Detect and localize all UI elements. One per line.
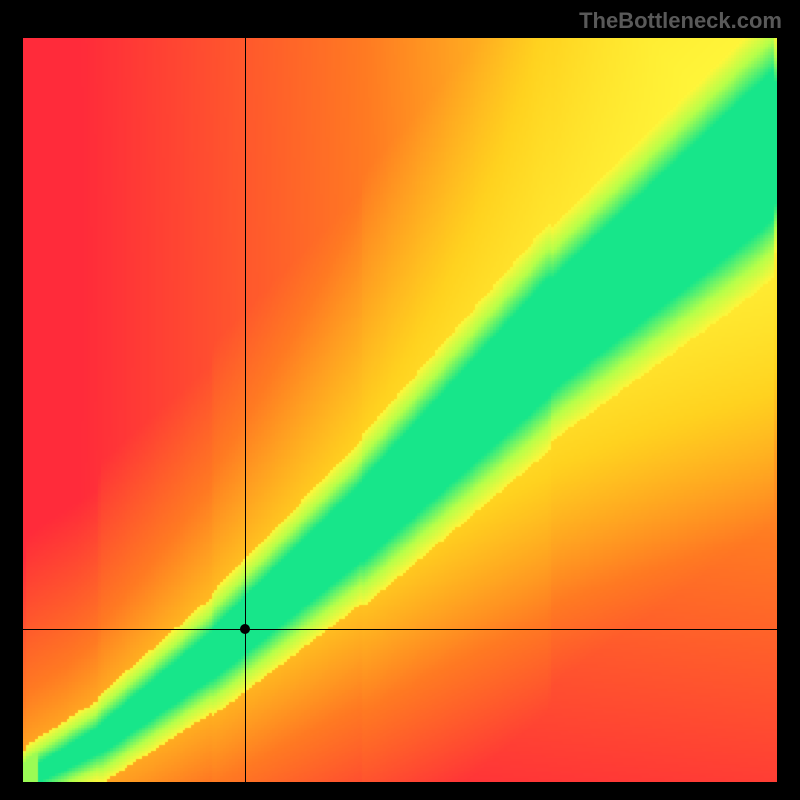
crosshair-horizontal-line [23, 629, 777, 630]
watermark-text: TheBottleneck.com [579, 8, 782, 34]
crosshair-vertical-line [245, 38, 246, 782]
plot-area [23, 38, 777, 782]
chart-container: { "watermark": { "text": "TheBottleneck.… [0, 0, 800, 800]
bottleneck-heatmap [23, 38, 777, 782]
